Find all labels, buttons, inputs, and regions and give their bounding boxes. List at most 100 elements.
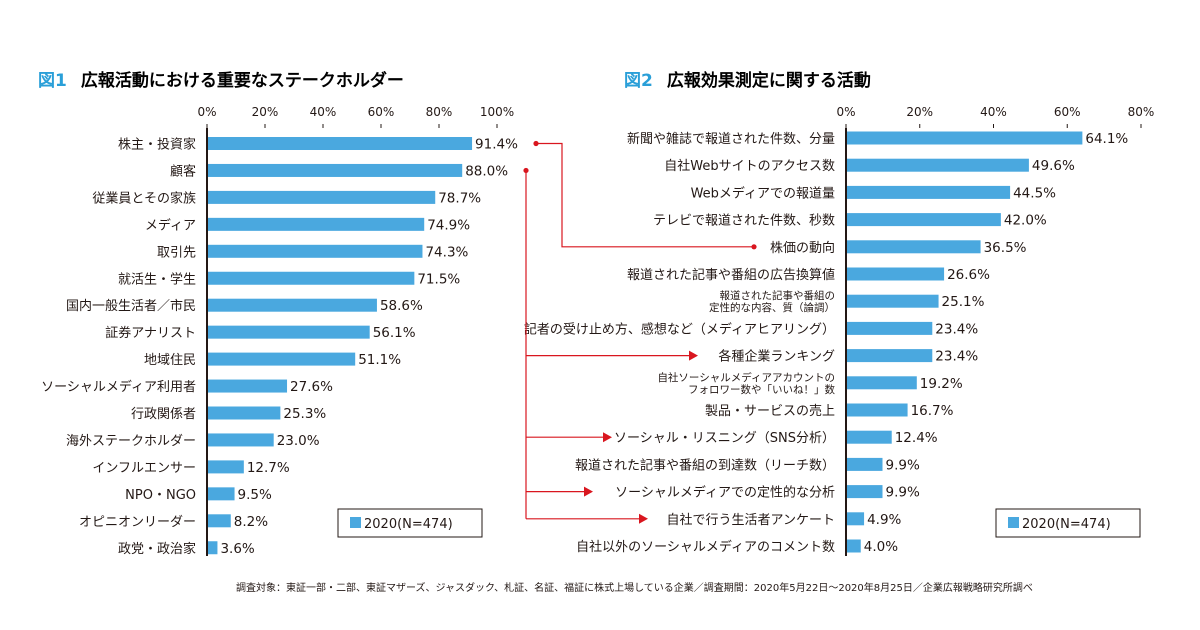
figure2-chart: 0% 20% 40% 60% 80%64.1% 新聞や雑誌で報道された件数、分量 49.6%…	[524, 105, 1154, 556]
value-label: 56.1%	[373, 325, 416, 341]
bar	[846, 430, 892, 444]
bar	[207, 298, 377, 312]
bar	[207, 541, 218, 555]
category-label: 地域住民	[144, 353, 196, 368]
figure1-title-text: 広報活動における重要なステークホルダー	[81, 70, 404, 91]
figure1-title: 図1 広報活動における重要なステークホルダー	[38, 70, 404, 91]
value-label: 12.7%	[247, 460, 290, 476]
value-label: 51.1%	[358, 352, 401, 368]
category-label: ソーシャル・リスニング（SNS分析）	[614, 431, 835, 446]
bar	[207, 379, 288, 393]
value-label: 23.0%	[277, 433, 320, 449]
category-label: 自社Webサイトのアクセス数	[664, 158, 835, 174]
bar	[207, 352, 356, 366]
tick-label: 80%	[426, 105, 453, 119]
category-label: インフルエンサー	[92, 461, 196, 476]
bar	[207, 487, 235, 501]
category-label: 株価の動向	[770, 240, 835, 256]
category-label: 各種企業ランキング	[718, 349, 835, 365]
value-label: 4.9%	[867, 512, 901, 528]
category-label: 報道された記事や番組の広告換算値	[627, 267, 835, 283]
value-label: 74.9%	[427, 217, 470, 233]
bar	[846, 349, 933, 363]
category-label: ソーシャルメディアでの定性的な分析	[615, 485, 835, 501]
value-label: 36.5%	[984, 240, 1027, 256]
category-label: 海外ステークホルダー	[66, 434, 196, 449]
bar	[207, 190, 436, 204]
bar	[207, 325, 370, 339]
value-label: 58.6%	[380, 298, 423, 314]
figure2-number: 図2	[624, 71, 653, 91]
bar	[846, 376, 917, 390]
bar	[846, 158, 1029, 172]
arrow-head	[639, 513, 648, 524]
value-label: 8.2%	[234, 514, 268, 530]
figure1-legend-text: 2020(N=474)	[364, 517, 453, 532]
value-label: 91.4%	[475, 137, 518, 153]
value-label: 42.0%	[1004, 213, 1047, 229]
value-label: 25.3%	[283, 406, 326, 422]
relation-arrows	[523, 140, 757, 524]
value-label: 78.7%	[438, 190, 481, 206]
tick-label: 40%	[980, 105, 1007, 119]
tick-label: 20%	[252, 105, 279, 119]
category-label: 証券アナリスト	[105, 325, 196, 341]
bar	[846, 457, 883, 471]
bar	[207, 460, 244, 474]
category-label: 新聞や雑誌で報道された件数、分量	[627, 131, 835, 147]
arrow-line	[536, 142, 754, 248]
category-label: 取引先	[157, 245, 196, 260]
footnote: 調査対象：東証一部・二部、東証マザーズ、ジャスダック、札証、名証、福証に株式上場…	[236, 581, 1033, 594]
category-label: テレビで報道された件数、秒数	[653, 214, 835, 229]
bar	[846, 485, 883, 499]
category-label: 自社以外のソーシャルメディアのコメント数	[576, 539, 835, 555]
value-label: 64.1%	[1085, 131, 1128, 147]
value-label: 74.3%	[425, 244, 468, 260]
arrow-head	[689, 350, 698, 361]
value-label: 27.6%	[290, 379, 333, 395]
figure2-title: 図2 広報効果測定に関する活動	[624, 70, 871, 91]
arrow-dot	[523, 167, 529, 174]
category-label: 就活生・学生	[118, 271, 196, 287]
bar	[846, 131, 1083, 145]
bar	[207, 163, 463, 177]
tick-label: 100%	[480, 105, 514, 119]
value-label: 9.9%	[886, 485, 920, 501]
figure1-legend: 2020(N=474)	[337, 508, 483, 538]
value-label: 4.0%	[864, 539, 898, 555]
arrow-head	[603, 432, 612, 443]
arrow-head	[584, 486, 593, 497]
bar	[207, 406, 281, 420]
tick-label: 60%	[1054, 105, 1081, 119]
bar	[207, 514, 231, 528]
figure1-number: 図1	[38, 71, 67, 91]
category-label: 行政関係者	[131, 407, 196, 422]
figure2-legend-text: 2020(N=474)	[1022, 517, 1111, 532]
bar	[846, 185, 1011, 199]
category-label: 報道された記事や番組の定性的な内容、質（論調）	[709, 289, 835, 314]
category-label: 報道された記事や番組の到達数（リーチ数）	[575, 457, 835, 473]
legend-swatch	[1008, 517, 1019, 528]
tick-label: 20%	[906, 105, 933, 119]
bar	[846, 240, 981, 254]
bar	[846, 294, 939, 308]
bar	[846, 512, 865, 526]
bar	[846, 403, 908, 417]
value-label: 25.1%	[942, 294, 985, 310]
tick-label: 40%	[310, 105, 337, 119]
bar	[207, 217, 425, 231]
bar	[207, 271, 415, 285]
tick-label: 0%	[836, 105, 855, 119]
category-label: 従業員とその家族	[92, 190, 196, 206]
bar	[846, 539, 861, 553]
figure2-legend: 2020(N=474)	[995, 508, 1141, 538]
bar	[846, 267, 945, 281]
bar	[207, 433, 274, 447]
value-label: 9.5%	[238, 487, 272, 503]
category-label: メディア	[145, 217, 196, 233]
category-label: オピニオンリーダー	[79, 515, 196, 530]
category-label: NPO・NGO	[125, 488, 196, 503]
value-label: 16.7%	[911, 403, 954, 419]
value-label: 23.4%	[935, 321, 978, 337]
